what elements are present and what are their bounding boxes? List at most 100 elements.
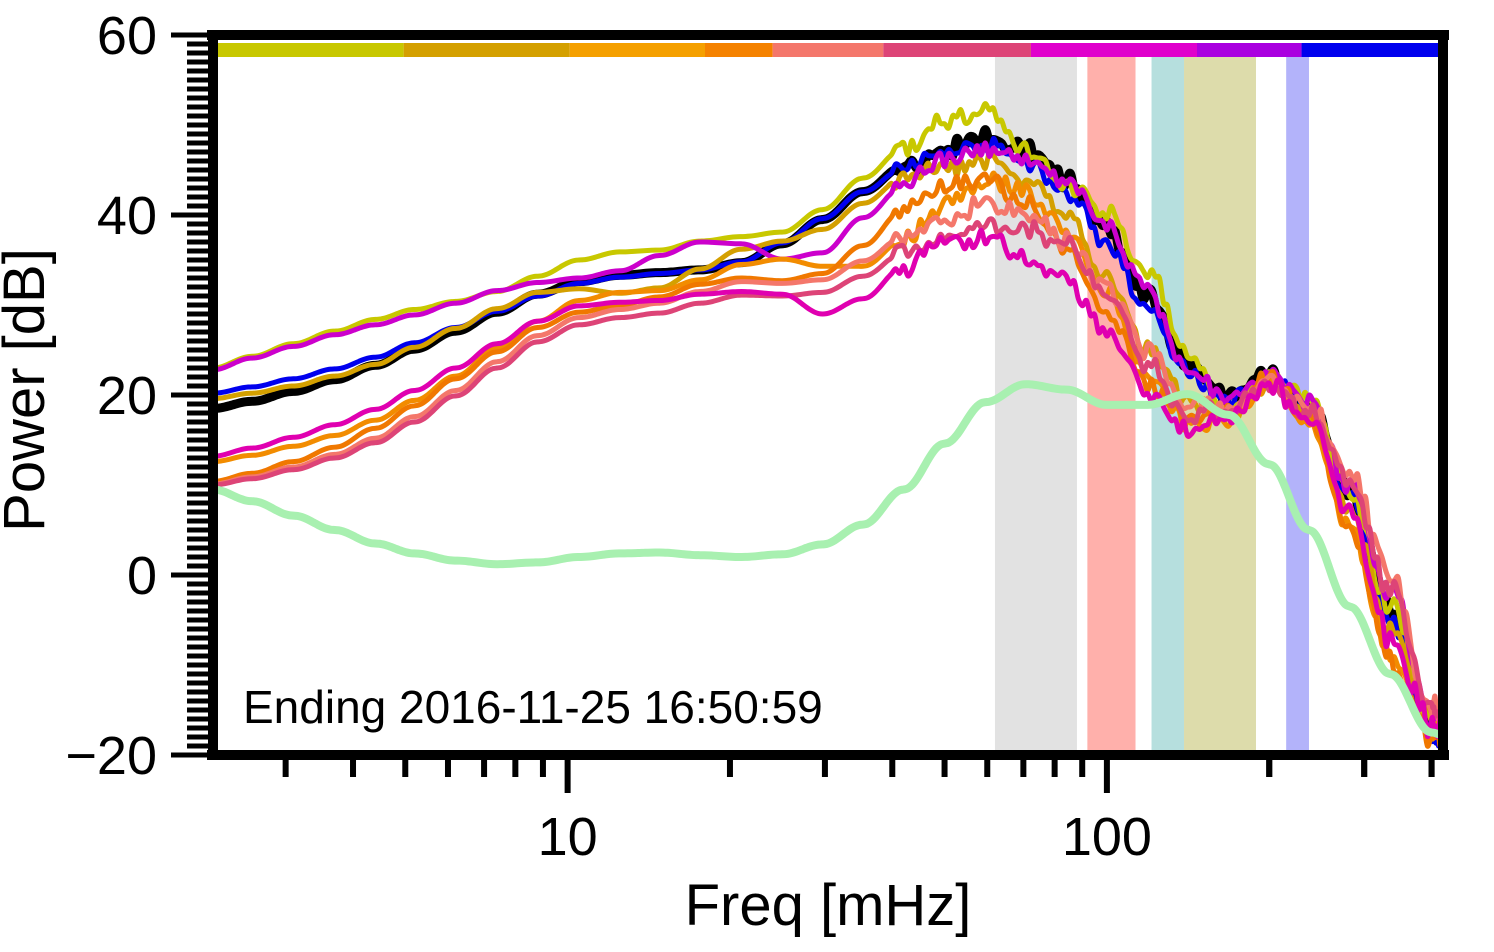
y-tick-minor [187,257,213,263]
x-axis-title: Freq [mHz] [685,873,972,938]
y-tick-minor [187,383,213,389]
y-tick-minor [187,563,213,569]
y-tick-major [171,752,213,758]
y-tick-minor [187,599,213,605]
y-tick-labels: 60 40 20 0 −20 [65,6,157,786]
curve-trace-goldenrod [210,148,1446,727]
y-tick-minor [187,131,213,137]
y-tick-minor [187,338,213,344]
y-tick-minor [187,455,213,461]
y-tick-minor [187,482,213,488]
x-axis-ticks [282,755,1435,793]
y-tick-minor [187,203,213,209]
y-tick-minor [187,473,213,479]
y-tick-minor [187,617,213,623]
x-tick-minor [481,755,488,777]
colorbar-segment-0 [213,43,404,57]
x-tick-minor [1266,755,1273,777]
x-tick-minor [984,755,991,777]
x-tick-major [564,755,571,793]
y-tick-minor [187,167,213,173]
curve-trace-magenta-2 [210,227,1446,739]
y-tick-minor [187,365,213,371]
y-tick-minor [187,644,213,650]
y-tick-minor [187,446,213,452]
y-tick-minor [187,41,213,47]
x-tick-minor [1428,755,1435,777]
y-tick-minor [187,608,213,614]
y-tick-minor [187,95,213,101]
plot-annotation: Ending 2016-11-25 16:50:59 [243,681,823,733]
y-tick-minor [187,230,213,236]
y-tick-minor [187,536,213,542]
y-tick-minor [187,698,213,704]
y-tick-minor [187,626,213,632]
y-tick-minor [187,176,213,182]
y-tick-minor [187,158,213,164]
y-tick-label: 20 [97,366,157,426]
y-tick-major [171,32,213,38]
y-tick-minor [187,725,213,731]
y-tick-minor [187,635,213,641]
y-tick-minor [187,122,213,128]
y-tick-minor [187,302,213,308]
y-tick-minor [187,590,213,596]
y-tick-major [171,212,213,218]
y-tick-minor [187,716,213,722]
y-tick-minor [187,491,213,497]
y-tick-minor [187,59,213,65]
y-tick-minor [187,221,213,227]
x-tick-minor [889,755,896,777]
spectrum-curves [208,101,1448,749]
y-axis-ticks [171,32,213,758]
y-tick-minor [187,293,213,299]
curve-trace-crimson [210,216,1446,724]
y-tick-minor [187,527,213,533]
colorbar-segment-1 [403,43,570,57]
y-tick-minor [187,275,213,281]
x-tick-label: 10 [538,807,598,867]
y-tick-minor [187,140,213,146]
y-tick-minor [187,311,213,317]
x-tick-labels: 10 100 [538,807,1152,867]
y-tick-minor [187,689,213,695]
x-tick-minor [1361,755,1368,777]
x-tick-minor [402,755,409,777]
y-tick-minor [187,329,213,335]
x-tick-minor [539,755,546,777]
y-axis-title: Power [dB] [0,248,57,532]
y-tick-minor [187,104,213,110]
x-tick-major [1103,755,1110,793]
y-tick-minor [187,347,213,353]
curve-trace-orange-1 [210,170,1446,747]
y-tick-minor [187,662,213,668]
y-tick-minor [187,113,213,119]
colorbar-segment-4 [772,43,884,57]
y-tick-minor [187,185,213,191]
y-tick-minor [187,509,213,515]
y-tick-minor [187,428,213,434]
y-tick-minor [187,554,213,560]
y-tick-minor [187,680,213,686]
y-tick-minor [187,734,213,740]
curve-trace-orange-2 [210,171,1446,749]
y-tick-minor [187,149,213,155]
y-tick-minor [187,194,213,200]
x-tick-minor [444,755,451,777]
y-tick-minor [187,464,213,470]
y-tick-minor [187,68,213,74]
colorbar-segment-7 [1197,43,1302,57]
y-tick-minor [187,50,213,56]
frame-right [1438,30,1448,760]
y-tick-minor [187,743,213,749]
y-tick-minor [187,671,213,677]
y-tick-minor [187,401,213,407]
frame-top [207,30,1449,40]
time-colorbar [213,43,1443,57]
x-tick-minor [1079,755,1086,777]
y-tick-minor [187,356,213,362]
colorbar-segment-5 [883,43,1031,57]
y-tick-minor [187,320,213,326]
y-tick-minor [187,545,213,551]
